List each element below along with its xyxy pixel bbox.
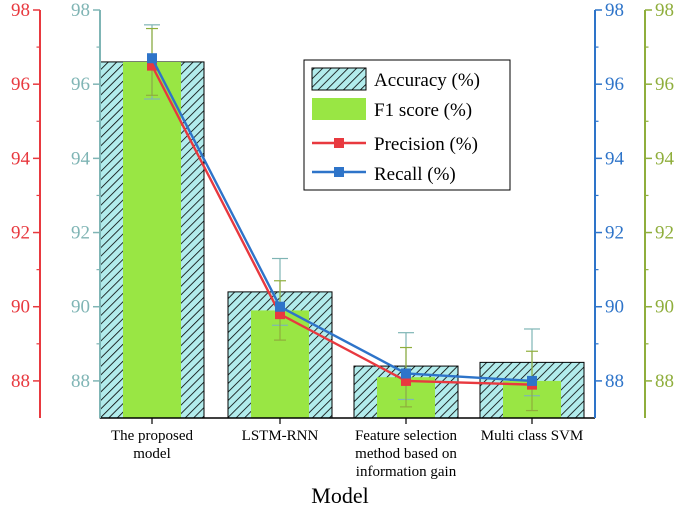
precision-axis-tick-label-1: 90 bbox=[11, 297, 30, 318]
precision-axis-tick-label-2: 92 bbox=[11, 223, 30, 244]
f1-axis-tick-label-4: 96 bbox=[655, 74, 674, 95]
legend-label-recall: Recall (%) bbox=[374, 164, 456, 185]
precision-axis-tick-label-0: 88 bbox=[11, 371, 30, 392]
recall-line bbox=[150, 57, 533, 383]
legend-swatch-accuracy bbox=[311, 67, 367, 91]
precision-axis-tick-label-5: 98 bbox=[11, 0, 30, 21]
accuracy-axis-tick-label-3: 94 bbox=[71, 148, 91, 169]
x-tick-label-2-0: Feature selection bbox=[355, 428, 458, 444]
accuracy-axis-tick-label-0: 88 bbox=[71, 371, 90, 392]
legend: Accuracy (%) F1 score (%) Precision (%) … bbox=[303, 59, 511, 191]
recall-axis-tick-label-4: 96 bbox=[605, 74, 624, 95]
x-tick-label-2-1: method based on bbox=[355, 446, 457, 462]
precision-marker-1 bbox=[275, 309, 285, 320]
f1-axis-tick-label-2: 92 bbox=[655, 223, 674, 244]
recall-axis-tick-label-5: 98 bbox=[605, 0, 624, 21]
precision-axis-tick-label-4: 96 bbox=[11, 74, 30, 95]
accuracy-axis-tick-label-2: 92 bbox=[71, 223, 90, 244]
recall-marker-0 bbox=[147, 53, 157, 64]
recall-axis-tick-label-0: 88 bbox=[605, 371, 624, 392]
recall-marker-1 bbox=[275, 301, 285, 312]
legend-swatch-f1 bbox=[312, 98, 366, 120]
x-tick-label-3-0: Multi class SVM bbox=[481, 428, 584, 444]
f1-axis-tick-label-1: 90 bbox=[655, 297, 674, 318]
precision-line bbox=[150, 65, 533, 386]
x-tick-label-0-1: model bbox=[133, 446, 171, 462]
x-tick-label-0-0: The proposed bbox=[111, 428, 194, 444]
legend-label-accuracy: Accuracy (%) bbox=[374, 70, 480, 91]
legend-label-f1: F1 score (%) bbox=[374, 100, 472, 121]
f1-axis-tick-label-5: 98 bbox=[655, 0, 674, 21]
legend-marker-recall bbox=[334, 167, 344, 177]
precision-axis-tick-label-3: 94 bbox=[11, 148, 31, 169]
accuracy-axis-tick-label-1: 90 bbox=[71, 297, 90, 318]
recall-axis-tick-label-1: 90 bbox=[605, 297, 624, 318]
recall-axis-tick-label-2: 92 bbox=[605, 223, 624, 244]
recall-axis-tick-label-3: 94 bbox=[605, 148, 625, 169]
x-tick-label-2-2: information gain bbox=[356, 464, 457, 480]
legend-label-precision: Precision (%) bbox=[374, 134, 478, 155]
precision-marker-0 bbox=[147, 60, 157, 71]
f1-axis-tick-label-0: 88 bbox=[655, 371, 674, 392]
precision-marker-2 bbox=[401, 375, 411, 386]
accuracy-axis-tick-label-5: 98 bbox=[71, 0, 90, 21]
x-tick-label-1-0: LSTM-RNN bbox=[242, 428, 319, 444]
legend-marker-precision bbox=[334, 138, 344, 148]
f1-bar-0 bbox=[123, 61, 181, 418]
recall-marker-2 bbox=[401, 368, 411, 379]
recall-marker-3 bbox=[527, 375, 537, 386]
f1-axis-tick-label-3: 94 bbox=[655, 148, 675, 169]
accuracy-axis-tick-label-4: 96 bbox=[71, 74, 90, 95]
x-axis-title: Model bbox=[311, 483, 368, 508]
